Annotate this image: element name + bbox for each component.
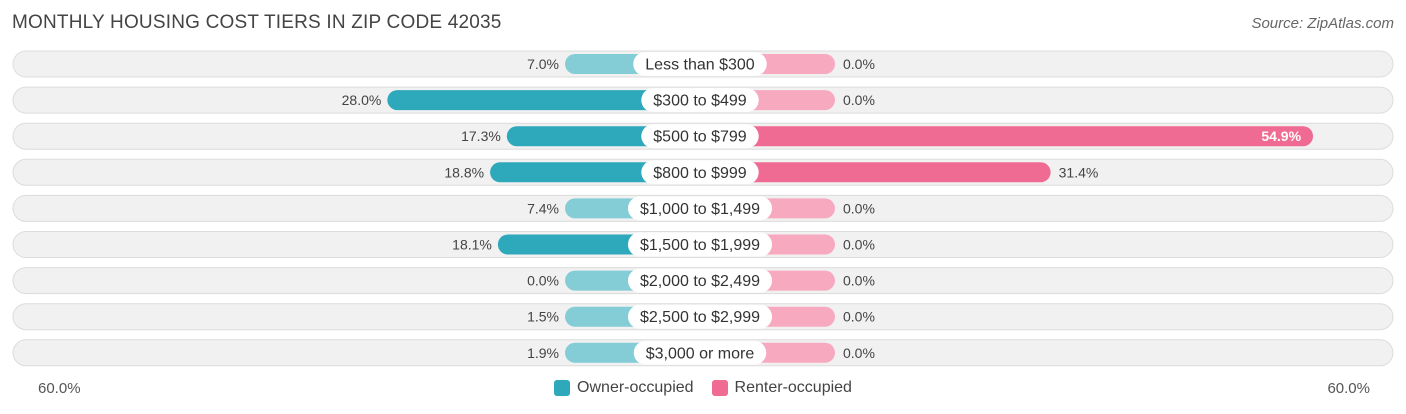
renter-value-label: 0.0% (843, 237, 875, 253)
owner-value-label: 1.5% (527, 309, 559, 325)
renter-value-label: 54.9% (1261, 128, 1301, 144)
owner-bar (387, 90, 700, 111)
owner-value-label: 7.4% (527, 200, 559, 216)
category-label: $800 to $999 (653, 165, 747, 182)
category-label: $2,500 to $2,999 (640, 309, 760, 326)
legend-swatch-owner (554, 380, 571, 396)
legend-label-owner: Owner-occupied (577, 379, 694, 396)
legend-item-renter[interactable]: Renter-occupied (711, 379, 852, 397)
chart-source: Source: ZipAtlas.com (1251, 15, 1394, 32)
renter-bar (700, 126, 1314, 147)
category-label: $500 to $799 (653, 129, 747, 146)
owner-value-label: 1.9% (527, 345, 559, 361)
chart-title: MONTHLY HOUSING COST TIERS IN ZIP CODE 4… (12, 12, 502, 33)
owner-value-label: 7.0% (527, 56, 559, 72)
owner-value-label: 28.0% (342, 92, 382, 108)
renter-bar (700, 162, 1051, 183)
legend: Owner-occupied Renter-occupied (0, 379, 1406, 397)
category-label: Less than $300 (645, 57, 755, 74)
category-pill (633, 52, 767, 76)
category-label: $2,000 to $2,499 (640, 273, 760, 290)
category-pill (627, 304, 773, 329)
legend-label-renter: Renter-occupied (734, 379, 852, 396)
category-pill (627, 268, 773, 293)
legend-swatch-renter (711, 380, 728, 396)
category-pill (641, 160, 759, 185)
owner-value-label: 17.3% (461, 128, 501, 144)
owner-value-label: 18.1% (452, 237, 492, 253)
owner-value-label: 0.0% (527, 273, 559, 289)
category-label: $300 to $499 (653, 93, 747, 110)
renter-value-label: 0.0% (843, 345, 875, 361)
category-pill (641, 88, 759, 113)
renter-value-label: 0.0% (843, 92, 875, 108)
category-pill (641, 124, 759, 149)
category-pill (627, 232, 773, 257)
category-label: $3,000 or more (646, 345, 755, 362)
renter-value-label: 0.0% (843, 56, 875, 72)
renter-value-label: 31.4% (1059, 164, 1099, 180)
legend-item-owner[interactable]: Owner-occupied (554, 379, 694, 397)
chart-plot: 7.0% 0.0% Less than $300 28.0% 0.0% $300 to $… (12, 50, 1394, 367)
renter-value-label: 0.0% (843, 273, 875, 289)
category-label: $1,500 to $1,999 (640, 237, 760, 254)
renter-value-label: 0.0% (843, 309, 875, 325)
category-pill (633, 340, 767, 365)
axis-min-label: 60.0% (38, 380, 81, 397)
renter-value-label: 0.0% (843, 200, 875, 216)
owner-value-label: 18.8% (444, 164, 484, 180)
axis-max-label: 60.0% (1327, 380, 1370, 397)
category-label: $1,000 to $1,499 (640, 201, 760, 218)
category-pill (627, 196, 773, 221)
